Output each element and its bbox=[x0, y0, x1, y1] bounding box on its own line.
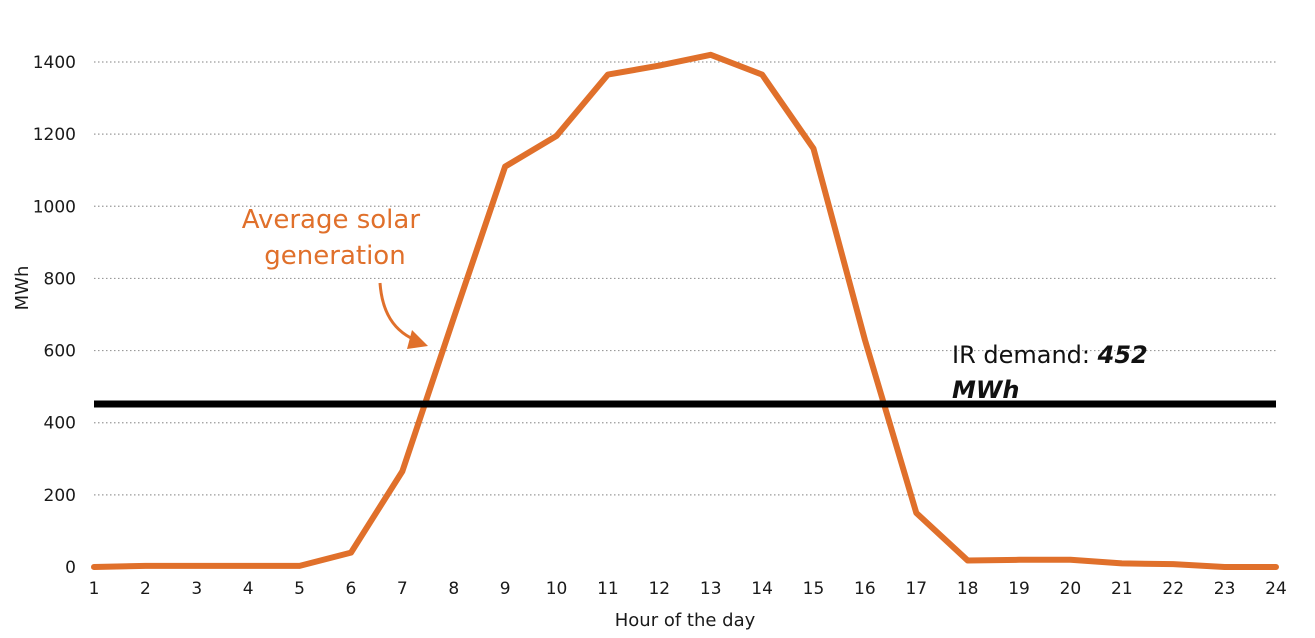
data-point bbox=[91, 564, 97, 570]
data-point bbox=[759, 72, 765, 78]
y-tick-label: 1400 bbox=[33, 53, 76, 73]
y-axis-title: MWh bbox=[12, 266, 33, 311]
gridlines bbox=[94, 61, 1276, 496]
y-tick-label: 1200 bbox=[33, 125, 76, 145]
data-point bbox=[965, 558, 971, 564]
y-tick-label: 200 bbox=[44, 486, 76, 506]
data-point bbox=[1170, 561, 1176, 567]
x-tick-label: 9 bbox=[500, 579, 511, 599]
x-tick-label: 19 bbox=[1008, 579, 1030, 599]
y-tick-label: 600 bbox=[44, 342, 76, 362]
y-tick-label: 800 bbox=[44, 269, 76, 289]
series-layer bbox=[91, 51, 1279, 570]
data-point bbox=[862, 337, 868, 343]
data-point bbox=[656, 63, 662, 69]
x-tick-label: 5 bbox=[294, 579, 305, 599]
x-tick-label: 16 bbox=[854, 579, 876, 599]
x-tick-label: 24 bbox=[1265, 579, 1287, 599]
series-line-solar-generation bbox=[91, 51, 1279, 570]
x-tick-label: 15 bbox=[803, 579, 825, 599]
x-tick-label: 6 bbox=[346, 579, 357, 599]
x-tick-label: 18 bbox=[957, 579, 979, 599]
y-axis-ticks: 0 200 400 600 800 1000 1200 1400 bbox=[33, 53, 76, 578]
data-point bbox=[1119, 560, 1125, 566]
x-tick-label: 1 bbox=[89, 579, 100, 599]
x-tick-label: 4 bbox=[243, 579, 254, 599]
data-point bbox=[605, 72, 611, 78]
x-tick-label: 2 bbox=[140, 579, 151, 599]
x-tick-label: 23 bbox=[1214, 579, 1236, 599]
data-point bbox=[399, 468, 405, 474]
demand-label: IR demand: 452 MWh bbox=[952, 341, 1155, 404]
data-point bbox=[451, 315, 457, 321]
x-tick-label: 7 bbox=[397, 579, 408, 599]
x-axis-title: Hour of the day bbox=[615, 610, 756, 631]
data-point bbox=[1016, 557, 1022, 563]
x-tick-label: 22 bbox=[1162, 579, 1184, 599]
y-tick-label: 0 bbox=[65, 558, 76, 578]
series-label-line-2: generation bbox=[264, 241, 405, 271]
x-tick-label: 14 bbox=[751, 579, 773, 599]
x-tick-label: 3 bbox=[191, 579, 202, 599]
data-point bbox=[194, 563, 200, 569]
x-tick-label: 8 bbox=[448, 579, 459, 599]
series-label-line-1: Average solar bbox=[242, 205, 421, 235]
x-tick-label: 11 bbox=[597, 579, 619, 599]
demand-label-prefix: IR demand: bbox=[952, 341, 1098, 369]
x-tick-label: 10 bbox=[546, 579, 568, 599]
data-point bbox=[554, 133, 560, 139]
x-tick-label: 13 bbox=[700, 579, 722, 599]
data-point bbox=[1273, 564, 1279, 570]
data-point bbox=[245, 563, 251, 569]
demand-label-unit: MWh bbox=[952, 376, 1019, 404]
x-axis-ticks: 1 2 3 4 5 6 7 8 9 10 11 12 13 14 15 16 17 18 19 20 21 22 23 24 bbox=[89, 579, 1287, 599]
data-point bbox=[708, 52, 714, 58]
series-label: Average solar generation bbox=[242, 205, 429, 271]
data-point bbox=[913, 510, 919, 516]
x-tick-label: 21 bbox=[1111, 579, 1133, 599]
demand-label-value: 452 bbox=[1097, 341, 1148, 369]
x-tick-label: 17 bbox=[905, 579, 927, 599]
data-point bbox=[142, 563, 148, 569]
y-tick-label: 400 bbox=[44, 414, 76, 434]
series-label-arrowhead bbox=[407, 330, 428, 349]
data-point bbox=[1222, 564, 1228, 570]
x-tick-label: 12 bbox=[648, 579, 670, 599]
data-point bbox=[810, 146, 816, 152]
x-tick-label: 20 bbox=[1060, 579, 1082, 599]
data-point bbox=[348, 550, 354, 556]
data-point bbox=[1067, 557, 1073, 563]
data-point bbox=[297, 563, 303, 569]
data-point bbox=[502, 164, 508, 170]
y-tick-label: 1000 bbox=[33, 197, 76, 217]
